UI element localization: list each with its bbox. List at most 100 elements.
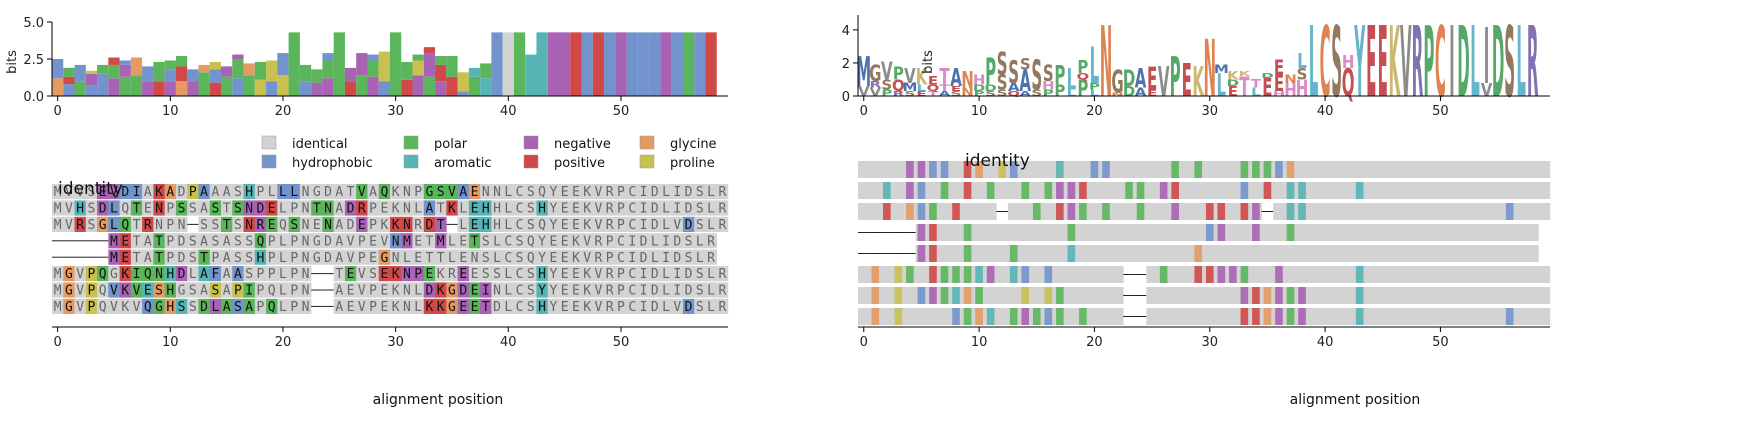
alignment-cell <box>175 233 188 249</box>
alignment-residue: L <box>504 284 512 299</box>
alignment-cell <box>716 298 729 314</box>
alignment-residue: R <box>707 251 715 266</box>
alignment-residue: L <box>662 300 670 315</box>
identity-cell <box>1411 308 1424 325</box>
identity-mark <box>940 266 949 283</box>
bits-bar-hydrophobic <box>457 91 469 96</box>
alignment-residue: M <box>110 234 118 249</box>
alignment-cell <box>97 184 109 200</box>
alignment-residue: A <box>335 300 343 315</box>
alignment-cell <box>108 266 120 282</box>
alignment-residue: P <box>369 218 377 233</box>
alignment-cell <box>671 298 684 314</box>
identity-cell <box>1227 182 1239 199</box>
identity-cell <box>858 182 870 199</box>
legend: identicalhydrophobicpolararomaticnegativ… <box>261 135 717 171</box>
identity-mark <box>975 287 983 304</box>
alignment-cell <box>63 266 75 282</box>
alignment-cell <box>581 184 594 200</box>
alignment-cell <box>705 282 718 298</box>
alignment-residue: D <box>651 185 659 200</box>
alignment-cell <box>559 200 571 216</box>
alignment-cell <box>649 233 661 249</box>
alignment-cell <box>626 266 639 282</box>
bits-bar-polar <box>412 54 424 61</box>
bits-bar-polar <box>299 64 312 82</box>
identity-mark <box>963 266 972 283</box>
identity-cell <box>1215 182 1228 199</box>
alignment-cell <box>277 298 289 314</box>
identity-mark <box>952 287 960 304</box>
identity-cell <box>1031 266 1043 283</box>
alignment-residue: N <box>302 202 310 217</box>
logo-letter: G <box>1111 63 1123 100</box>
identity-mark <box>1021 266 1030 283</box>
identity-mark <box>940 161 949 178</box>
identity-cell <box>1480 308 1493 325</box>
identity-cell <box>1388 203 1401 220</box>
identity-cell <box>1180 203 1193 220</box>
identity-cell <box>1088 287 1101 304</box>
alignment-residue: E <box>561 234 569 249</box>
alignment-residue: D <box>178 251 186 266</box>
identity-mark <box>952 266 960 283</box>
bits-bar-hydrophobic <box>119 60 131 65</box>
alignment-residue: E <box>426 267 434 282</box>
alignment-residue: S <box>527 267 535 282</box>
alignment-cell <box>175 249 188 265</box>
identity-cell <box>1411 224 1424 241</box>
identity-cell <box>1538 287 1551 304</box>
alignment-cell <box>209 298 222 314</box>
bits-bar-positive <box>570 32 582 96</box>
identity-mark <box>1056 182 1064 199</box>
alignment-cell <box>288 200 301 216</box>
identity-cell <box>1377 203 1389 220</box>
alignment-residue: R <box>358 202 366 217</box>
alignment-cell <box>626 216 639 232</box>
identity-cell <box>858 203 870 220</box>
identity-cell <box>904 308 916 325</box>
alignment-residue: F <box>211 267 219 282</box>
identity-mark <box>1056 203 1064 220</box>
alignment-residue: Q <box>121 218 129 233</box>
logo-letter: D <box>1261 71 1274 79</box>
alignment-residue: I <box>245 284 253 299</box>
alignment-residue: L <box>662 267 670 282</box>
logo-letter: S <box>1031 88 1042 98</box>
alignment-cell <box>705 233 718 249</box>
bits-bar-hydrophobic <box>266 81 278 96</box>
identity-cell <box>1411 203 1424 220</box>
alignment-residue: E <box>347 284 355 299</box>
identity-cell <box>1146 287 1159 304</box>
identity-mark <box>883 182 891 199</box>
alignment-residue: S <box>88 185 96 200</box>
identity-cell <box>1100 287 1113 304</box>
alignment-cell <box>243 200 256 216</box>
alignment-cell <box>322 249 334 265</box>
identity-cell <box>1423 182 1435 199</box>
bits-bar-polar <box>243 75 255 96</box>
bits-bar-hydrophobic <box>187 69 199 82</box>
identity-mark <box>1275 161 1283 178</box>
identity-cell <box>1088 182 1101 199</box>
identity-cell <box>1227 287 1239 304</box>
alignment-residue: E <box>572 185 580 200</box>
alignment-cell <box>254 282 267 298</box>
identity-mark <box>1252 287 1260 304</box>
bits-bar-polar <box>153 61 165 82</box>
alignment-cell <box>536 282 549 298</box>
alignment-residue: L <box>707 300 715 315</box>
logo-letter: N <box>961 67 974 94</box>
logo-letter: N <box>1100 8 1113 120</box>
alignment-residue: N <box>403 300 411 315</box>
alignment-residue: Y <box>538 284 546 299</box>
alignment-cell <box>333 184 346 200</box>
alignment-cell <box>480 233 492 249</box>
bits-x-tick-label: 0 <box>53 104 61 119</box>
alignment-residue: V <box>110 300 118 315</box>
alignment-cell <box>457 216 470 232</box>
alignment-cell <box>716 184 729 200</box>
legend-label-hydrophobic: hydrophobic <box>292 156 373 171</box>
alignment-residue: V <box>583 251 591 266</box>
alignment-residue: K <box>583 300 591 315</box>
